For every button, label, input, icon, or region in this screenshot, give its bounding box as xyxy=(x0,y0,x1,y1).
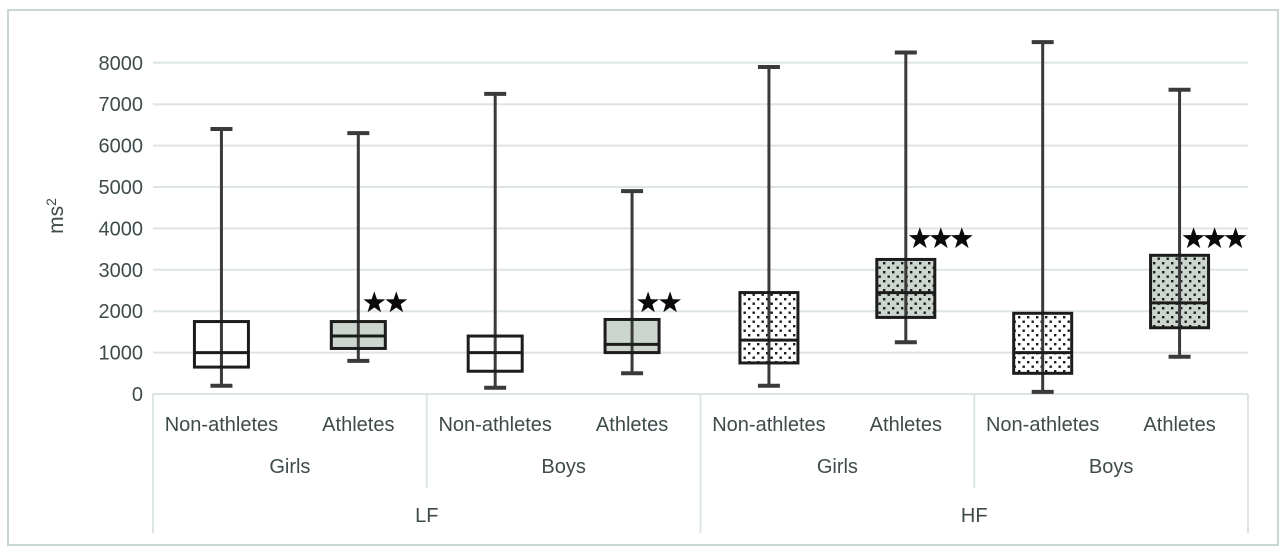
y-tick-label: 3000 xyxy=(99,260,144,282)
box-border xyxy=(875,257,937,319)
y-tick-label: 8000 xyxy=(99,53,144,75)
star-icon xyxy=(637,291,659,313)
box-HF-Girls-Athletes xyxy=(875,50,973,345)
box-LF-Boys-Non-athletes xyxy=(466,91,524,390)
significance-stars xyxy=(908,227,973,249)
star-icon xyxy=(908,227,931,249)
star-icon xyxy=(385,291,408,313)
gender-label: Boys xyxy=(541,456,585,478)
box-border xyxy=(1149,253,1211,330)
box-HF-Boys-Athletes xyxy=(1149,87,1247,359)
significance-stars xyxy=(637,291,681,313)
gender-label: Girls xyxy=(269,456,310,478)
y-tick-label: 4000 xyxy=(99,218,144,240)
significance-stars xyxy=(1182,227,1247,249)
star-icon xyxy=(1224,227,1247,249)
box-border xyxy=(603,317,661,355)
x-tick-label: Non-athletes xyxy=(438,414,551,436)
y-tick-label: 2000 xyxy=(99,301,144,323)
box-HF-Boys-Non-athletes xyxy=(1012,40,1074,394)
axis-table: Non-athletes Athletes Non-athletes Athletes… xyxy=(152,393,1249,533)
box-HF-Girls-Non-athletes xyxy=(738,64,800,388)
x-tick-label: Athletes xyxy=(596,414,668,436)
star-icon xyxy=(929,227,952,249)
star-icon xyxy=(1182,227,1205,249)
x-tick-label: Non-athletes xyxy=(165,414,278,436)
box-LF-Girls-Athletes xyxy=(329,131,408,363)
star-icon xyxy=(659,291,681,313)
box-LF-Girls-Non-athletes xyxy=(192,127,250,388)
band-label: LF xyxy=(415,505,438,527)
x-tick-label: Athletes xyxy=(322,414,394,436)
y-tick-label: 7000 xyxy=(99,94,144,116)
significance-stars xyxy=(363,291,408,313)
x-tick-label: Athletes xyxy=(870,414,942,436)
x-tick-label: Non-athletes xyxy=(986,414,1099,436)
star-icon xyxy=(950,227,973,249)
gender-label: Girls xyxy=(817,456,858,478)
box-border xyxy=(1012,311,1074,375)
box-border xyxy=(192,320,250,369)
star-icon xyxy=(1203,227,1226,249)
y-tick-label: 5000 xyxy=(99,177,144,199)
y-axis-title: ms2 xyxy=(43,198,68,234)
y-tick-label: 1000 xyxy=(99,343,144,365)
y-axis-ticks: 0 1000 2000 3000 4000 5000 6000 7000 8000 xyxy=(99,53,144,406)
x-tick-label: Non-athletes xyxy=(712,414,825,436)
box-border xyxy=(738,291,800,365)
band-label: HF xyxy=(961,505,988,527)
x-tick-label: Athletes xyxy=(1143,414,1215,436)
box-LF-Boys-Athletes xyxy=(603,189,681,376)
y-tick-label: 6000 xyxy=(99,136,144,158)
figure-border xyxy=(7,9,1279,546)
star-icon xyxy=(363,291,386,313)
gender-label: Boys xyxy=(1089,456,1133,478)
y-tick-label: 0 xyxy=(132,384,143,406)
